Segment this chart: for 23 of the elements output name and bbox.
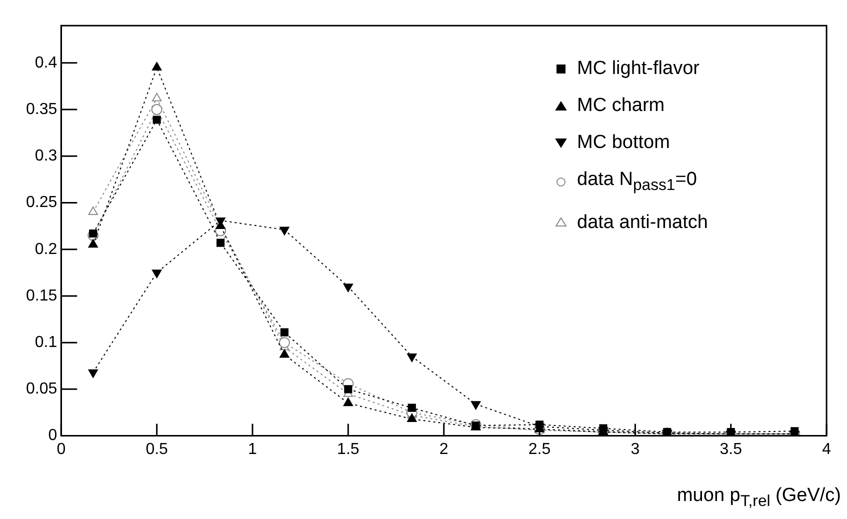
- x-tick-label: 1.5: [337, 440, 360, 458]
- x-axis-title: muon p$_{T,rel}$ (GeV/c): [676, 485, 841, 511]
- legend-label: data N$_{pass1}$=0: [577, 168, 697, 196]
- legend-label: MC bottom: [577, 131, 670, 155]
- y-tick-label: 0.4: [34, 54, 58, 72]
- y-tick-label: 0.1: [34, 334, 58, 351]
- y-tick-label: 0: [48, 427, 58, 444]
- x-tick-label: 3: [630, 440, 640, 458]
- y-tick-label: 0.35: [26, 100, 58, 118]
- legend-label: data anti-match: [577, 210, 708, 235]
- y-tick-label: 0.05: [26, 380, 58, 398]
- x-tick-label: 2: [439, 440, 448, 458]
- x-tick-label: 0.5: [146, 440, 168, 458]
- legend-label: MC light-flavor: [577, 57, 700, 81]
- x-tick-label: 4: [822, 440, 832, 458]
- y-tick-label: 0.15: [26, 287, 58, 304]
- y-tick-label: 0.2: [34, 240, 58, 258]
- x-tick-label: 2.5: [528, 440, 551, 458]
- x-tick-label: 1: [248, 440, 258, 458]
- x-tick-label: 3.5: [720, 440, 742, 458]
- y-tick-label: 0.25: [26, 194, 58, 212]
- legend-label: MC charm: [577, 94, 665, 118]
- y-tick-label: 0.3: [34, 148, 58, 165]
